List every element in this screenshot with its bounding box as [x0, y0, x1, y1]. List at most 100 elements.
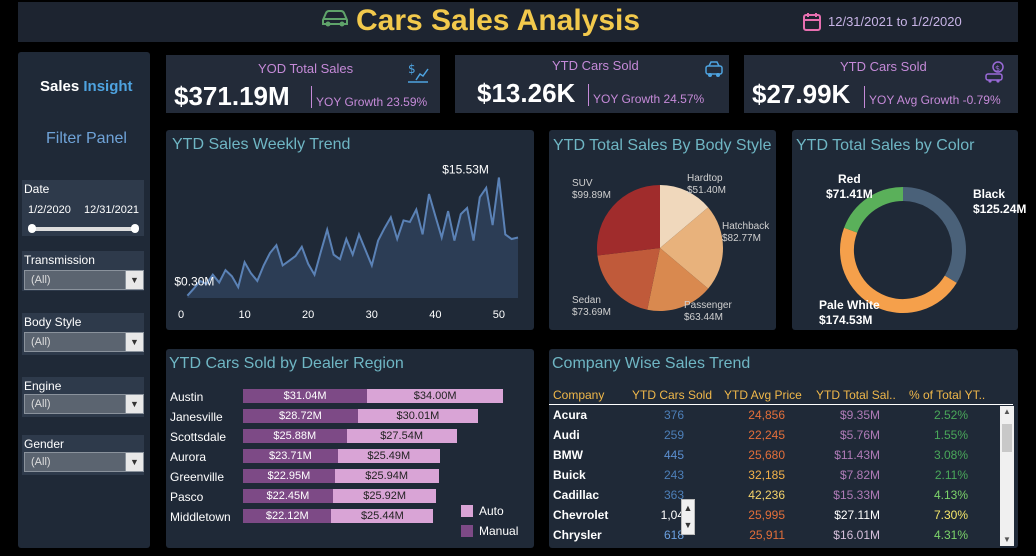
body-style-select[interactable]: (All) ▼	[24, 332, 144, 352]
table-cell: $9.35M	[839, 408, 880, 422]
bar-manual[interactable]: $30.01M	[357, 409, 478, 423]
x-tick-label: 20	[302, 309, 314, 321]
table-cell: 259	[663, 428, 684, 442]
date-slider-track[interactable]	[30, 227, 138, 231]
table-header-cell[interactable]: % of Total YT..	[909, 388, 986, 402]
table-cell: 25,680	[748, 448, 785, 462]
chevron-down-icon: ▼	[125, 395, 143, 413]
donut-arc-pale-white[interactable]	[840, 227, 957, 313]
chevron-down-icon: ▼	[125, 453, 143, 471]
kpi-card-avg-price	[744, 55, 1018, 113]
car-icon	[704, 60, 724, 83]
transmission-label: Transmission	[24, 253, 95, 267]
kpi-value: $27.99K	[752, 79, 851, 109]
donut-arc-red[interactable]	[844, 187, 904, 233]
table-cell: 4.13%	[933, 488, 968, 502]
company-table-card	[549, 349, 1018, 548]
bar-auto[interactable]: $31.04M	[243, 389, 368, 403]
pie-slice-hardtop[interactable]	[660, 185, 709, 248]
svg-text:$: $	[408, 62, 416, 76]
x-tick-label: 50	[493, 309, 505, 321]
bar-manual[interactable]: $27.54M	[346, 429, 457, 443]
scroll-up-icon[interactable]: ▲	[1003, 407, 1011, 416]
bar-auto[interactable]: $25.88M	[243, 429, 347, 443]
table-cell: 4.31%	[933, 528, 968, 542]
bar-manual[interactable]: $34.00M	[367, 389, 504, 403]
donut-label: Pale White $174.53M	[819, 298, 880, 327]
bar-manual[interactable]: $25.92M	[332, 489, 437, 503]
table-cell: 445	[663, 448, 684, 462]
pie-slice-sedan[interactable]	[597, 248, 660, 310]
car-icon	[320, 8, 350, 33]
table-cell: 7.30%	[933, 508, 968, 522]
legend-label: Manual	[479, 524, 519, 538]
donut-arc-black[interactable]	[902, 187, 966, 283]
table-header-cell[interactable]: YTD Total Sal..	[816, 388, 896, 402]
table-scrollbar-thumb[interactable]	[1002, 424, 1012, 452]
date-from: 1/2/2020	[28, 204, 71, 216]
weekly-trend-line	[186, 177, 519, 297]
date-slider-handle-end[interactable]	[131, 224, 139, 233]
bar-auto[interactable]: $28.72M	[243, 409, 358, 423]
svg-text:$: $	[995, 64, 1000, 73]
bar-auto[interactable]: $22.45M	[243, 489, 333, 503]
bar-manual[interactable]: $25.94M	[334, 469, 439, 483]
bar-manual[interactable]: $25.49M	[337, 449, 440, 463]
scroll-down-icon[interactable]: ▼	[1003, 535, 1011, 544]
kpi-label: YTD Cars Sold	[840, 59, 927, 74]
gender-select[interactable]: (All) ▼	[24, 452, 144, 472]
table-header-cell[interactable]: YTD Cars Sold	[632, 388, 713, 402]
color-donut-chart	[840, 187, 966, 313]
kpi-sub: YOY Avg Growth -0.79%	[869, 93, 1001, 107]
company-name-cell: Chevrolet	[553, 508, 609, 522]
bar-manual[interactable]: $25.44M	[331, 509, 434, 523]
pie-label: Sedan $73.69M	[572, 295, 611, 318]
kpi-divider	[864, 86, 865, 108]
data-label: $15.53M	[442, 163, 489, 177]
kpi-sub: YOY Growth 24.57%	[593, 92, 705, 106]
region-label: Greenville	[170, 470, 225, 484]
card-title: YTD Sales Weekly Trend	[172, 136, 351, 153]
kpi-card-cars-sold	[455, 55, 729, 113]
engine-select[interactable]: (All) ▼	[24, 394, 144, 414]
table-cell: 618	[663, 528, 684, 542]
date-slider-handle-start[interactable]	[28, 224, 36, 233]
date-filter-label: Date	[24, 182, 50, 196]
table-cell: 1.55%	[933, 428, 968, 442]
pie-label: Hardtop $51.40M	[687, 173, 726, 196]
money-car-icon: $	[984, 60, 1008, 89]
company-name-cell: Acura	[553, 408, 588, 422]
body-style-chart	[597, 185, 723, 311]
table-cell: $5.76M	[839, 428, 880, 442]
header-bar	[18, 2, 1018, 42]
table-cell: $7.82M	[839, 468, 880, 482]
x-tick-label: 30	[366, 309, 378, 321]
kpi-label: YTD Cars Sold	[552, 58, 639, 73]
pie-slice-passenger[interactable]	[647, 248, 709, 311]
filter-panel-title: Filter Panel	[46, 130, 127, 147]
pie-slice-suv[interactable]	[597, 185, 660, 256]
color-card	[792, 130, 1018, 330]
data-label: $0.30M	[174, 275, 214, 289]
region-label: Scottsdale	[170, 430, 227, 444]
legend-label: Auto	[479, 504, 504, 518]
bar-auto[interactable]: $22.12M	[243, 509, 332, 523]
gender-label: Gender	[24, 437, 65, 451]
column-resize-handle[interactable]: ▲ ▼	[681, 499, 695, 535]
company-name-cell: Buick	[553, 468, 586, 482]
x-tick-label: 40	[429, 309, 441, 321]
chevron-down-icon: ▼	[125, 271, 143, 289]
table-header-divider	[549, 404, 1013, 405]
transmission-select[interactable]: (All) ▼	[24, 270, 144, 290]
bar-auto[interactable]: $23.71M	[243, 449, 338, 463]
pie-slice-hatchback[interactable]	[660, 207, 723, 289]
bar-auto[interactable]: $22.95M	[243, 469, 335, 483]
table-header-cell[interactable]: Company	[553, 388, 605, 402]
table-cell: 2.52%	[933, 408, 968, 422]
kpi-sub: YOY Growth 23.59%	[316, 95, 428, 109]
region-label: Pasco	[170, 490, 204, 504]
table-header-cell[interactable]: YTD Avg Price	[724, 388, 802, 402]
date-range-label: 12/31/2021 to 1/2/2020	[828, 14, 962, 29]
table-cell: 376	[663, 408, 684, 422]
chevron-down-icon: ▼	[125, 333, 143, 351]
